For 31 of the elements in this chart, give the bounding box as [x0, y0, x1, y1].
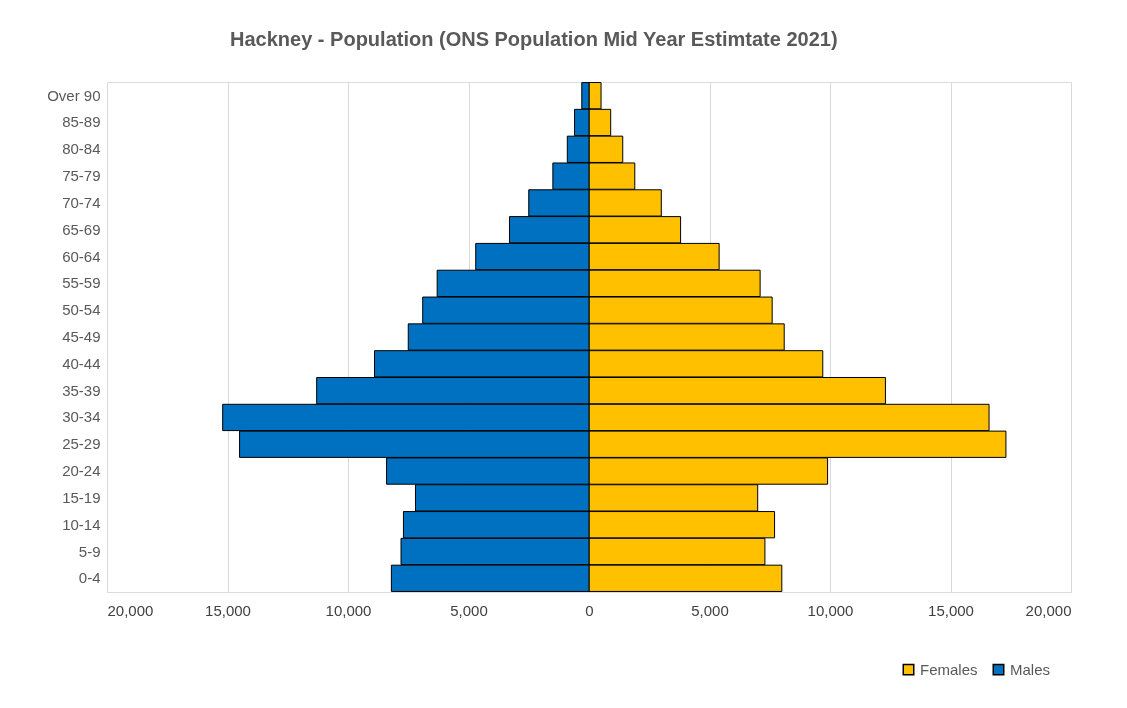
y-tick-label: 45-49	[62, 328, 101, 345]
x-tick-label: 20,000	[1025, 601, 1072, 619]
y-tick-label: 60-64	[62, 247, 101, 265]
legend-label: Males	[1010, 660, 1051, 678]
x-tick-label: 5,000	[450, 601, 488, 619]
y-tick-label: 50-54	[62, 301, 101, 319]
y-tick-label: 65-69	[62, 220, 101, 238]
y-tick-label: 10-14	[62, 515, 101, 533]
y-tick-label: 75-79	[62, 167, 101, 185]
legend-label: Females	[920, 660, 978, 678]
y-tick-label: 15-19	[62, 488, 101, 506]
y-tick-label: 5-9	[78, 542, 101, 560]
y-tick-label: 30-34	[62, 408, 101, 426]
x-tick-label: 10,000	[807, 601, 854, 619]
x-tick-label: 20,000	[107, 601, 154, 619]
y-tick-label: 0-4	[78, 569, 101, 587]
x-tick-label: 15,000	[205, 601, 251, 619]
y-tick-label: 85-89	[62, 113, 101, 131]
y-tick-label: 70-74	[62, 193, 101, 211]
y-tick-label: 25-29	[62, 435, 101, 453]
x-tick-label: 0	[585, 601, 594, 619]
y-tick-label: 35-39	[62, 381, 101, 399]
chart-title: Hackney - Population (ONS Population Mid Year Estimtate 2021)	[230, 28, 838, 50]
y-tick-label: 55-59	[62, 274, 101, 292]
y-tick-label: 80-84	[62, 140, 101, 158]
x-tick-label: 10,000	[325, 601, 372, 619]
x-tick-label: 5,000	[691, 601, 729, 619]
y-tick-label: 40-44	[62, 354, 101, 372]
y-tick-label: Over 90	[47, 86, 101, 104]
y-tick-label: 20-24	[62, 462, 101, 480]
x-tick-label: 15,000	[928, 601, 974, 619]
